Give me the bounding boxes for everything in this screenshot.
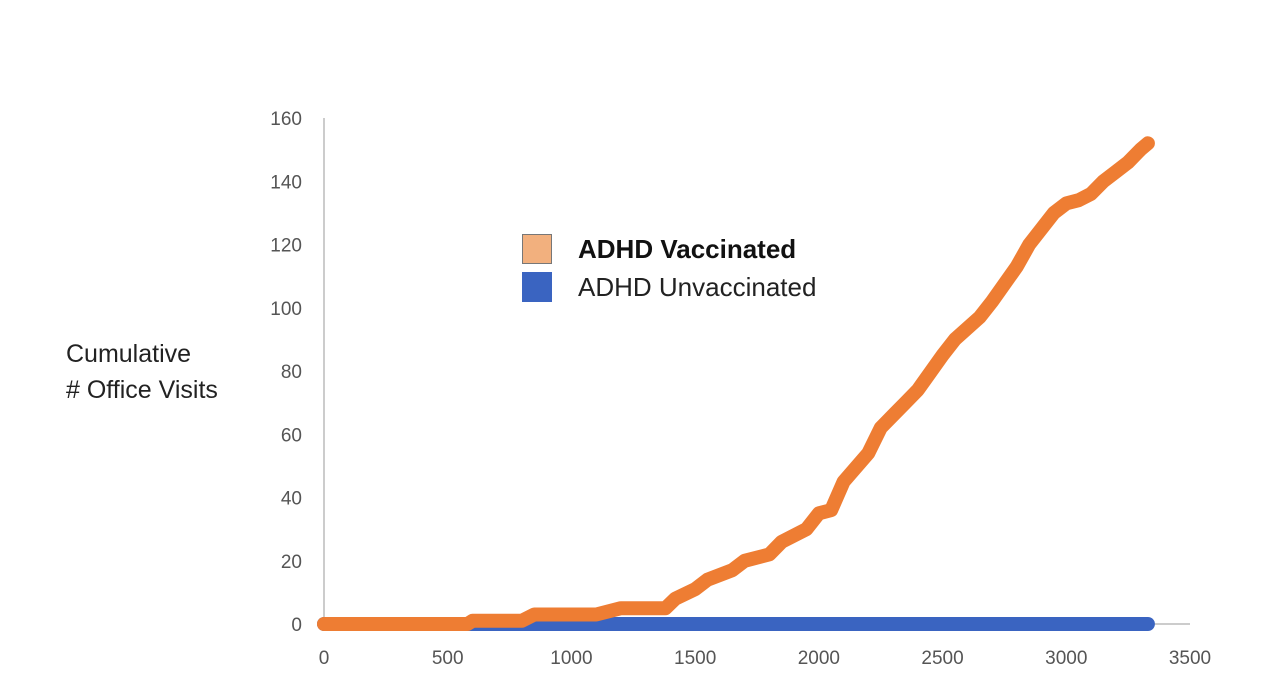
y-tick-label: 100 (270, 299, 302, 320)
legend-item-vaccinated: ADHD Vaccinated (522, 230, 816, 268)
y-tick-label: 0 (291, 615, 302, 636)
y-tick-label: 120 (270, 236, 302, 257)
y-tick-label: 140 (270, 172, 302, 193)
x-tick-label: 3000 (1045, 648, 1087, 669)
x-tick-label: 3500 (1169, 648, 1211, 669)
y-axis-label-line-1: Cumulative (66, 340, 192, 368)
legend-swatch-vaccinated (522, 234, 552, 264)
legend-item-unvaccinated: ADHD Unvaccinated (522, 268, 816, 306)
y-tick-labels: 0 20 40 60 80 100 120 140 160 (270, 109, 302, 636)
legend: ADHD Vaccinated ADHD Unvaccinated (522, 230, 816, 306)
y-tick-label: 40 (281, 489, 302, 510)
x-tick-label: 500 (432, 648, 464, 669)
x-tick-label: 2500 (921, 648, 963, 669)
x-tick-label: 0 (319, 648, 330, 669)
x-tick-labels: 0 500 1000 1500 2000 2500 3000 3500 (319, 648, 1211, 669)
y-tick-label: 60 (281, 425, 302, 446)
y-tick-label: 20 (281, 552, 302, 573)
y-tick-label: 80 (281, 362, 302, 383)
legend-label-unvaccinated: ADHD Unvaccinated (578, 271, 817, 302)
x-tick-label: 2000 (798, 648, 840, 669)
legend-swatch-unvaccinated (522, 272, 552, 302)
series-line-vaccinated (317, 136, 1155, 631)
y-axis-label: Cumulative # Office Visits (66, 336, 218, 408)
x-tick-label: 1000 (550, 648, 592, 669)
legend-label-vaccinated: ADHD Vaccinated (578, 233, 797, 264)
y-tick-label: 160 (270, 109, 302, 130)
series-lines (317, 136, 1155, 631)
y-axis-label-line-2: # Office Visits (66, 376, 218, 404)
x-tick-label: 1500 (674, 648, 716, 669)
